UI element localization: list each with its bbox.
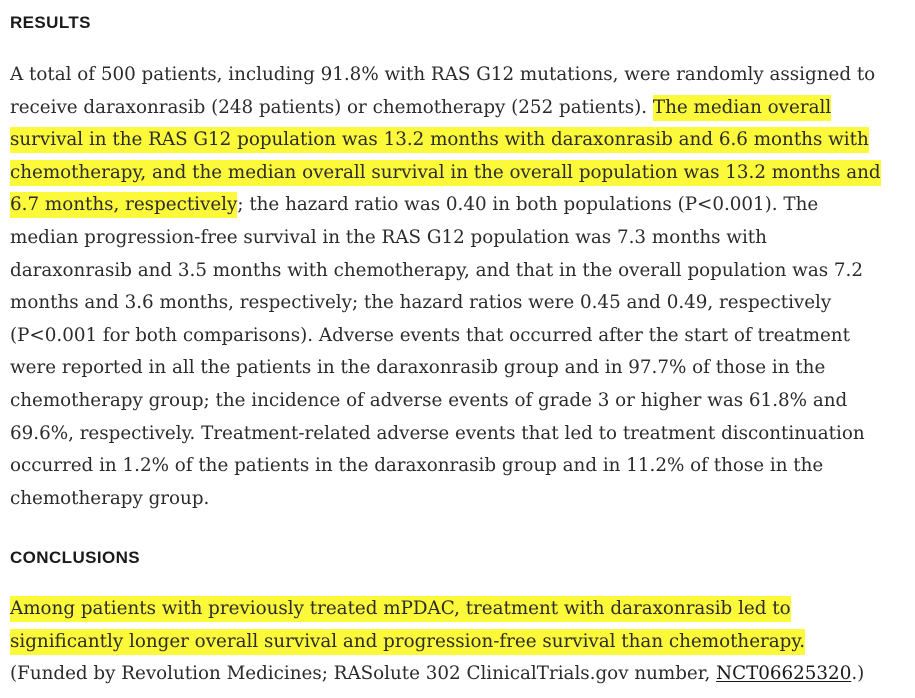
results-heading: RESULTS	[10, 13, 91, 32]
highlighted-text: chemotherapy, and the median overall sur…	[10, 159, 881, 186]
highlighted-text: survival in the RAS G12 population was 1…	[10, 127, 869, 154]
trial-number-link[interactable]: NCT06625320	[716, 663, 852, 685]
funding-note-end: .)	[851, 663, 865, 685]
results-line-1: A total of 500 patients, including 91.8%…	[10, 64, 876, 85]
results-line-5b: ; the hazard ratio was 0.40 in both popu…	[237, 194, 819, 216]
results-line-9: (P<0.001 for both comparisons). Adverse …	[10, 324, 850, 346]
highlighted-text: Among patients with previously treated m…	[10, 596, 791, 622]
results-line-7: daraxonrasib and 3.5 months with chemoth…	[10, 259, 863, 281]
results-line-10: were reported in all the patients in the…	[10, 357, 826, 379]
conclusions-paragraph: Among patients with previously treated m…	[10, 593, 905, 691]
conclusions-heading: CONCLUSIONS	[10, 548, 141, 567]
results-line-11: chemotherapy group; the incidence of adv…	[10, 389, 848, 411]
results-line-12: 69.6%, respectively. Treatment-related a…	[10, 422, 865, 444]
results-line-2a: receive daraxonrasib (248 patients) or c…	[10, 96, 653, 118]
results-line-14: chemotherapy group.	[10, 487, 210, 509]
funding-note: (Funded by Revolution Medicines; RASolut…	[10, 663, 717, 685]
results-line-8: months and 3.6 months, respectively; the…	[10, 292, 832, 314]
results-line-13: occurred in 1.2% of the patients in the …	[10, 455, 824, 477]
results-line-6: median progression-free survival in the …	[10, 226, 767, 248]
highlighted-text: significantly longer overall survival an…	[10, 628, 806, 655]
highlighted-text: 6.7 months, respectively	[10, 192, 238, 219]
results-paragraph: A total of 500 patients, including 91.8%…	[10, 59, 905, 515]
highlighted-text: The median overall	[652, 94, 832, 121]
